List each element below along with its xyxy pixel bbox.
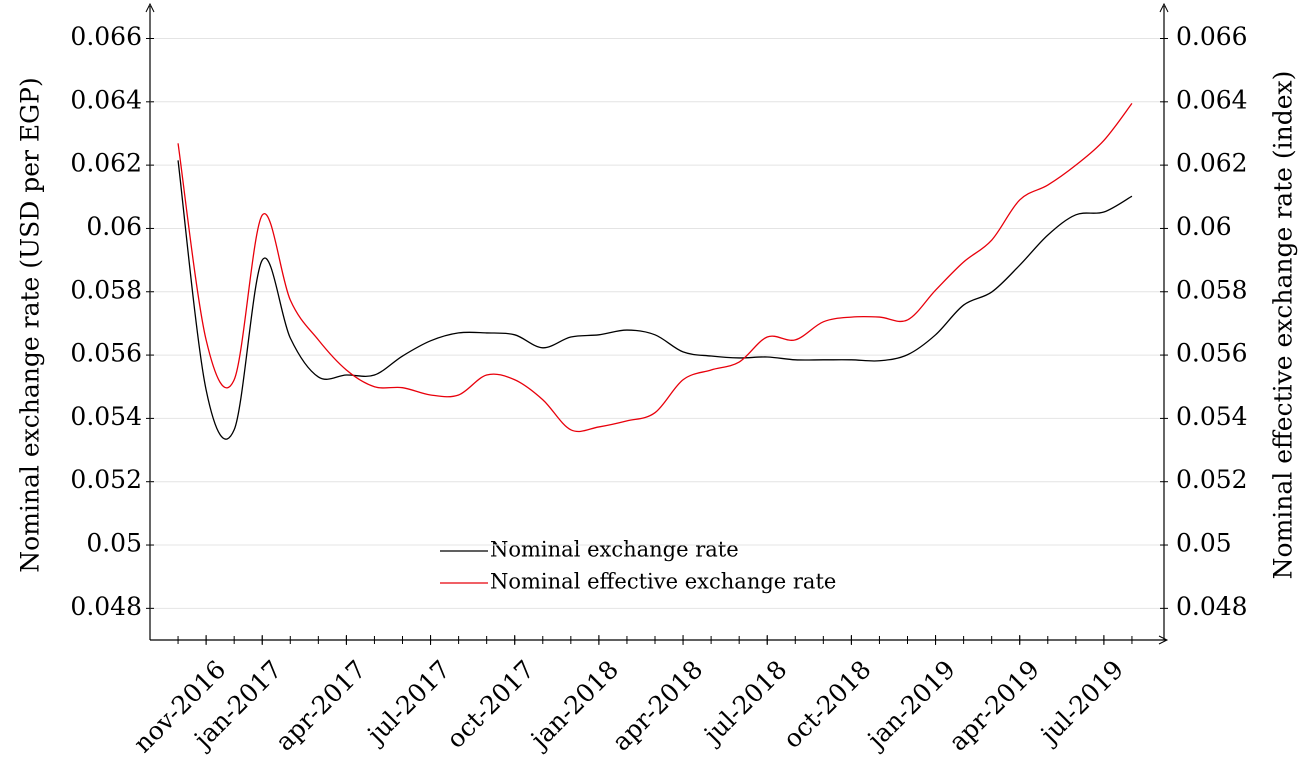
y-tick-label: 0.062 bbox=[70, 149, 142, 178]
y-tick-label: 0.058 bbox=[70, 275, 142, 304]
y-axis-label: Nominal exchange rate (USD per EGP) bbox=[16, 77, 45, 572]
y2-axis-label: Nominal effective exchange rate (index) bbox=[1269, 71, 1298, 580]
y2-tick-label: 0.062 bbox=[1176, 149, 1248, 178]
arrow bbox=[1158, 635, 1169, 645]
y2-tick-label: 0.06 bbox=[1176, 212, 1232, 241]
y-tick-label: 0.05 bbox=[86, 529, 142, 558]
x-tick-label: oct-2017 bbox=[441, 655, 540, 754]
legend: Nominal exchange rate Nominal effective e… bbox=[440, 538, 836, 594]
y2-tick-label: 0.054 bbox=[1176, 402, 1248, 431]
arrow bbox=[145, 2, 155, 13]
y-tick-label: 0.056 bbox=[70, 339, 142, 368]
x-tick-label: jul-2018 bbox=[696, 655, 792, 751]
legend-label: Nominal effective exchange rate bbox=[490, 570, 836, 594]
y-tick-label: 0.066 bbox=[70, 22, 142, 51]
series-line bbox=[177, 160, 1133, 440]
x-tick-label: jul-2017 bbox=[360, 655, 456, 751]
x-tick-label: apr-2017 bbox=[270, 655, 372, 757]
y2-tick-label: 0.05 bbox=[1176, 529, 1232, 558]
x-tick-label: apr-2018 bbox=[607, 655, 709, 757]
y-tick-label: 0.06 bbox=[86, 212, 142, 241]
x-tick-label: apr-2019 bbox=[943, 655, 1045, 757]
x-tick-label: oct-2018 bbox=[778, 655, 877, 754]
y2-tick-label: 0.064 bbox=[1176, 85, 1248, 114]
y2-tick-label: 0.066 bbox=[1176, 22, 1248, 51]
y2-tick-label: 0.058 bbox=[1176, 275, 1248, 304]
y2-tick-label: 0.048 bbox=[1176, 592, 1248, 621]
x-tick-label: jan-2019 bbox=[860, 655, 961, 756]
y-tick-label: 0.048 bbox=[70, 592, 142, 621]
x-tick-label: jul-2019 bbox=[1033, 655, 1129, 751]
y-tick-label: 0.052 bbox=[70, 465, 142, 494]
x-tick-label: jan-2018 bbox=[523, 655, 624, 756]
legend-label: Nominal exchange rate bbox=[490, 538, 739, 562]
y-tick-label: 0.054 bbox=[70, 402, 142, 431]
series-line bbox=[177, 102, 1133, 433]
y2-tick-label: 0.052 bbox=[1176, 465, 1248, 494]
arrow bbox=[1159, 2, 1169, 13]
y2-tick-label: 0.056 bbox=[1176, 339, 1248, 368]
y-tick-label: 0.064 bbox=[70, 85, 142, 114]
